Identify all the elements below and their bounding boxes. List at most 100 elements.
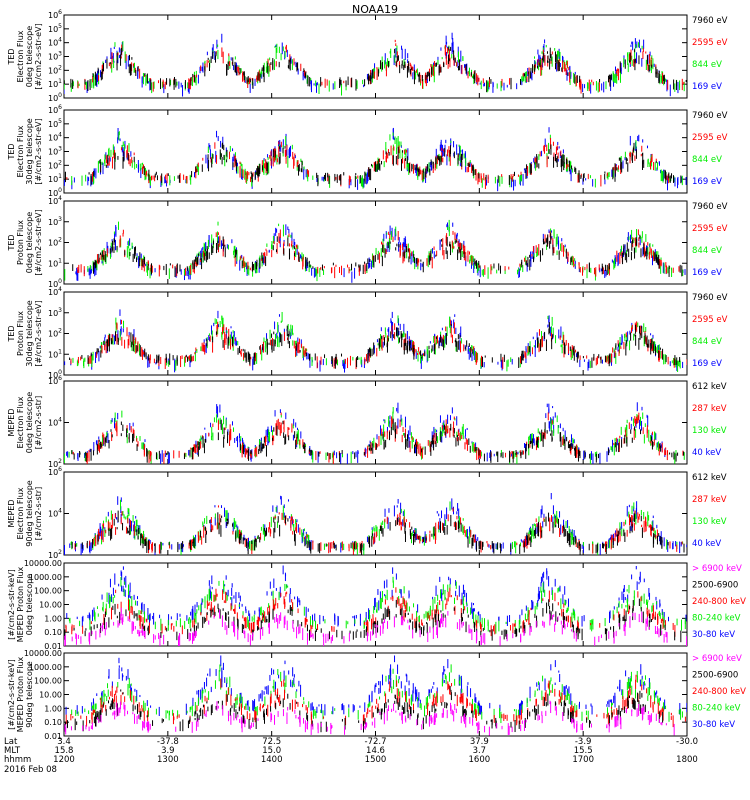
y-tick-exponent: 3 xyxy=(58,51,62,58)
data-points xyxy=(64,492,687,555)
y-tick-exponent: 2 xyxy=(58,237,62,244)
legend-entry: 844 eV xyxy=(692,155,722,165)
y-axis-label-line: TED xyxy=(7,143,16,160)
y-tick-exponent: 0 xyxy=(58,369,62,376)
y-tick-exponent: 0 xyxy=(58,187,62,194)
y-tick-label: 104 xyxy=(48,132,62,143)
legend-entry: 130 keV xyxy=(692,426,727,436)
y-tick-exponent: 4 xyxy=(58,195,62,202)
y-tick-exponent: 6 xyxy=(58,375,62,382)
y-axis-label-line: Proton Flux xyxy=(16,311,25,356)
y-tick-exponent: 1 xyxy=(58,257,62,264)
y-axis-label-line: [#/cm2-s-str-eV] xyxy=(34,23,43,89)
legend-entry: 169 eV xyxy=(692,268,722,278)
y-tick-exponent: 6 xyxy=(58,466,62,473)
plot-frame xyxy=(63,200,688,285)
y-axis-label-line: [#/cm2-s-str-eV] xyxy=(34,300,43,366)
y-tick-exponent: 3 xyxy=(58,307,62,314)
legend-entry: 40 keV xyxy=(692,448,721,458)
y-axis-label-line: Proton Flux xyxy=(16,220,25,265)
y-axis-label-line: Electron Flux xyxy=(16,30,25,82)
y-tick-label: 102 xyxy=(48,549,62,560)
legend-entry: 130 keV xyxy=(692,517,727,527)
y-tick-label: 101 xyxy=(48,348,62,359)
y-axis-label-line: 30deg telescope xyxy=(25,118,34,185)
y-axis-label-line: Electron Flux xyxy=(16,487,25,539)
y-tick-label: 101 xyxy=(48,173,62,184)
data-points xyxy=(64,402,685,464)
y-axis-label-line: MEPED xyxy=(7,500,16,528)
legend-entry: 2595 eV xyxy=(692,315,728,325)
y-tick-label: 100 xyxy=(48,369,62,380)
legend-entry: 169 eV xyxy=(692,359,722,369)
y-axis-label-line: TED xyxy=(7,48,16,65)
y-axis-label: MEPEDElectron Flux0deg telescope[#/cm2-s… xyxy=(7,392,43,453)
y-tick-label: 104 xyxy=(48,37,62,48)
legend-entry: 7960 eV xyxy=(692,111,728,121)
y-tick-label: 106 xyxy=(48,466,62,477)
y-tick-label: 103 xyxy=(48,307,62,318)
y-tick-exponent: 3 xyxy=(58,216,62,223)
legend-entry: 612 keV xyxy=(692,382,727,392)
y-tick-exponent: 2 xyxy=(58,159,62,166)
legend-entry: 844 eV xyxy=(692,60,722,70)
y-tick-label: 102 xyxy=(48,328,62,339)
y-axis-label: TEDProton Flux0deg telescope[#/cm2-s-str… xyxy=(7,209,43,275)
y-tick-exponent: 2 xyxy=(58,64,62,71)
y-tick-label: 104 xyxy=(48,417,62,428)
panel-6: 102 104 106 MEPEDElectron Flux90deg telesco… xyxy=(7,466,727,560)
y-axis-label-line: TED xyxy=(7,234,16,251)
data-points xyxy=(64,309,687,373)
y-tick-exponent: 4 xyxy=(58,286,62,293)
y-axis-label-line: Electron Flux xyxy=(16,396,25,448)
y-tick-exponent: 5 xyxy=(58,118,62,125)
data-points xyxy=(64,32,687,97)
y-tick-label: 102 xyxy=(48,159,62,170)
y-axis-label-line: Electron Flux xyxy=(16,125,25,177)
legend-entry: 7960 eV xyxy=(692,293,728,303)
y-tick-exponent: 4 xyxy=(58,132,62,139)
y-tick-exponent: 2 xyxy=(58,328,62,335)
y-axis-label-line: 0deg telescope xyxy=(25,212,34,273)
y-tick-label: 101 xyxy=(48,257,62,268)
legend-entry: 2595 eV xyxy=(692,224,728,234)
plot-frame xyxy=(63,109,688,194)
y-tick-exponent: 1 xyxy=(58,173,62,180)
y-tick-exponent: 4 xyxy=(58,508,62,515)
y-axis-label: TEDElectron Flux30deg telescope[#/cm2-s-… xyxy=(7,118,43,185)
y-tick-label: 103 xyxy=(48,216,62,227)
y-tick-label: 103 xyxy=(48,146,62,157)
y-tick-label: 100 xyxy=(48,278,62,289)
plot-frame xyxy=(63,471,688,556)
y-tick-label: 104 xyxy=(48,508,62,519)
y-tick-exponent: 2 xyxy=(58,549,62,556)
y-axis-label-line: MEPED xyxy=(7,409,16,437)
legend-entry: 287 keV xyxy=(692,495,727,505)
y-tick-exponent: 4 xyxy=(58,417,62,424)
y-tick-label: 102 xyxy=(48,458,62,469)
y-tick-exponent: 4 xyxy=(58,37,62,44)
y-axis-label-line: TED xyxy=(7,325,16,342)
y-tick-label: 106 xyxy=(48,9,62,20)
y-tick-label: 104 xyxy=(48,286,62,297)
y-tick-label: 100 xyxy=(48,92,62,103)
y-axis-label: MEPEDElectron Flux90deg telescope[#/cm2-… xyxy=(7,480,43,547)
y-tick-label: 105 xyxy=(48,23,62,34)
y-axis-label-line: 0deg telescope xyxy=(25,392,34,453)
legend-entry: 40 keV xyxy=(692,539,721,549)
legend-entry: 169 eV xyxy=(692,177,722,187)
chart-title: NOAA19 xyxy=(352,3,398,16)
y-tick-label: 106 xyxy=(48,375,62,386)
y-tick-label: 106 xyxy=(48,104,62,115)
legend-entry: 2595 eV xyxy=(692,133,728,143)
plot-frame xyxy=(63,380,688,465)
panel-2: 100 101 102 103 104 1 0 5 106 TEDElectron Flux30d… xyxy=(7,104,728,198)
y-tick-label: 100 xyxy=(48,187,62,198)
legend-entry: 7960 eV xyxy=(692,16,728,26)
y-axis-label-line: 0deg telescope xyxy=(25,26,34,87)
